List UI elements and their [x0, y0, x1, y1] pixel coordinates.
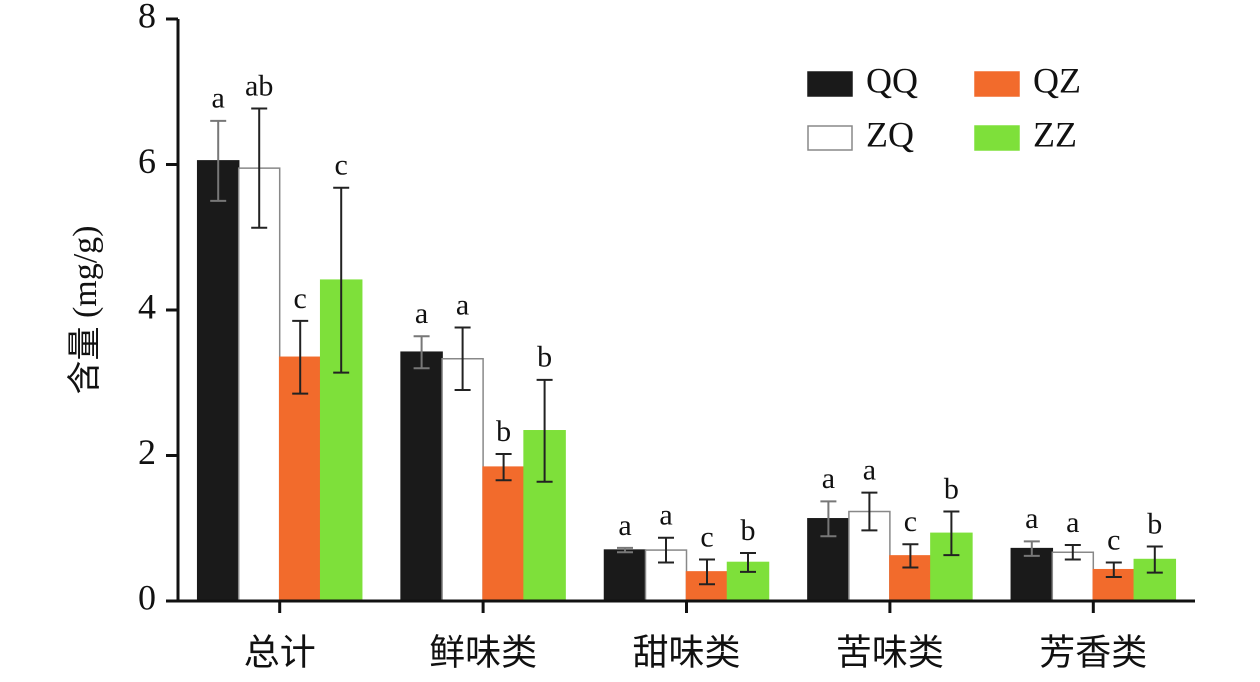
error-bar [210, 119, 227, 202]
error-bar [413, 335, 430, 370]
bar [441, 357, 484, 602]
y-tick-label: 0 [138, 577, 156, 617]
legend-swatch [807, 71, 853, 97]
bar [482, 466, 525, 602]
error-bar [1146, 545, 1163, 574]
legend-swatch [974, 125, 1020, 151]
error-bar [617, 546, 633, 554]
significance-letter: c [335, 149, 348, 182]
bar [603, 549, 647, 602]
bar [237, 167, 281, 602]
legend-swatch [807, 125, 853, 151]
significance-letter: a [1066, 506, 1079, 539]
error-bar [861, 491, 878, 532]
error-bar [454, 326, 471, 392]
error-bar [251, 107, 268, 229]
error-bar [1023, 540, 1040, 557]
error-bar [292, 319, 309, 395]
y-tick-label: 8 [138, 0, 156, 35]
significance-letter: a [1025, 502, 1038, 535]
error-bar [943, 510, 960, 557]
bar [1010, 547, 1054, 602]
error-bar [536, 378, 553, 483]
error-bar [740, 551, 756, 573]
significance-letter: a [822, 462, 835, 495]
legend-label: ZQ [866, 114, 914, 154]
y-tick-label: 6 [138, 141, 156, 181]
y-axis-label: 含量 (mg/g) [66, 225, 104, 394]
error-bar [902, 543, 919, 569]
significance-letter: b [944, 472, 959, 505]
error-bar [1064, 543, 1081, 561]
error-bar [658, 536, 674, 564]
bar [278, 356, 322, 602]
significance-letter: a [212, 82, 225, 115]
significance-letter: b [537, 341, 552, 374]
significance-letter: b [496, 415, 511, 448]
error-bar [495, 453, 512, 482]
bar [400, 351, 443, 602]
significance-letter: b [1147, 507, 1162, 540]
significance-letter: c [700, 520, 713, 553]
significance-letter: a [456, 288, 469, 321]
error-bar [333, 186, 350, 374]
x-tick-label: 鲜味类 [429, 632, 537, 672]
legend-label: QQ [866, 60, 918, 100]
x-tick-label: 总计 [244, 632, 316, 672]
significance-letter: a [659, 499, 672, 532]
y-tick-label: 2 [138, 432, 156, 472]
significance-letter: c [1107, 523, 1120, 556]
significance-letter: c [904, 505, 917, 538]
x-tick-label: 芳香类 [1039, 632, 1147, 672]
bar [196, 160, 240, 602]
significance-letter: a [415, 297, 428, 330]
significance-letter: b [741, 514, 756, 547]
legend-label: QZ [1033, 60, 1081, 100]
error-bar [1105, 561, 1122, 578]
error-bar [820, 500, 837, 538]
error-bar [699, 558, 715, 586]
significance-letter: a [863, 453, 876, 486]
significance-letter: c [294, 282, 307, 315]
x-tick-label: 苦味类 [836, 632, 944, 672]
y-tick-label: 4 [138, 286, 156, 326]
significance-letter: a [618, 509, 631, 542]
legend-swatch [974, 71, 1020, 97]
legend-label: ZZ [1033, 114, 1077, 154]
x-tick-label: 甜味类 [632, 632, 740, 672]
significance-letter: ab [245, 69, 273, 102]
